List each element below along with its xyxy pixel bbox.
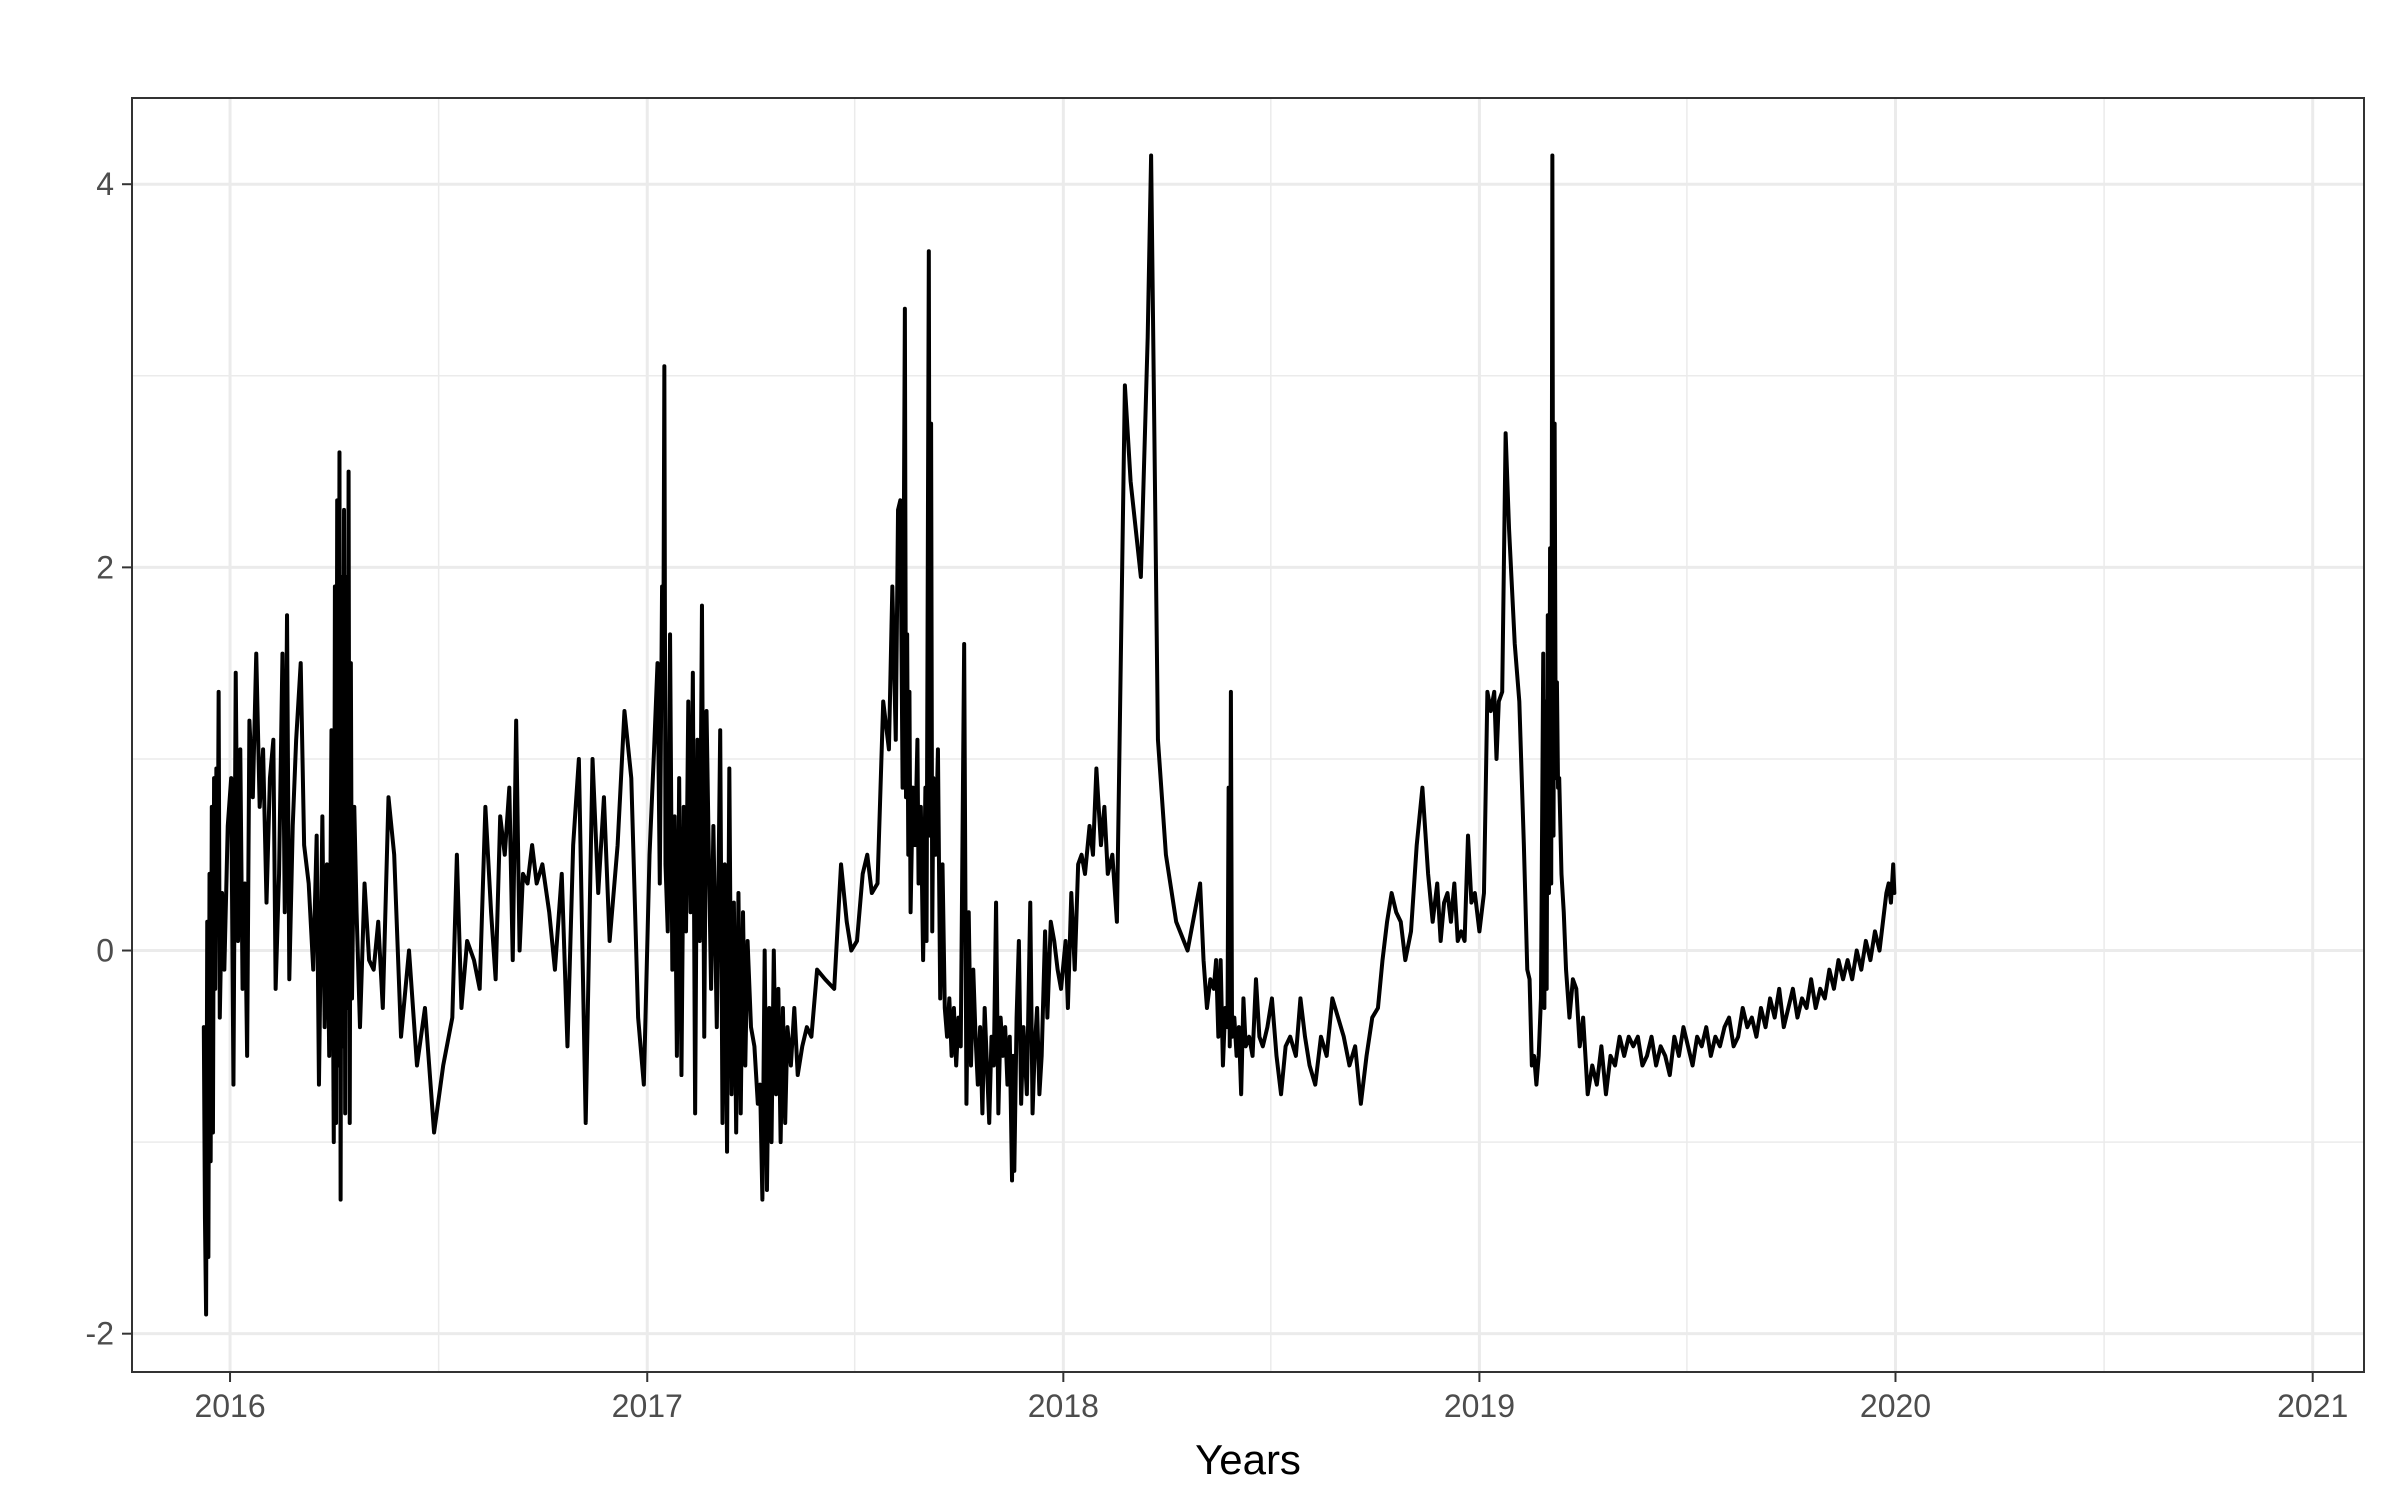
x-axis: 2016 2017 2018 2019 2020 2021 xyxy=(194,1372,2348,1424)
x-tick-label: 2019 xyxy=(1444,1388,1515,1424)
plot-panel-border xyxy=(131,97,2365,1373)
x-tick-label: 2021 xyxy=(2277,1388,2348,1424)
y-tick-label: 4 xyxy=(96,166,114,202)
minor-gridlines xyxy=(132,98,2364,1372)
y-tick-label: 2 xyxy=(96,549,114,585)
x-axis-title: Years xyxy=(1195,1436,1301,1483)
series-line xyxy=(201,153,1897,1317)
y-tick-label: -2 xyxy=(86,1316,114,1352)
major-gridlines xyxy=(132,98,2364,1372)
y-tick-label: 0 xyxy=(96,933,114,969)
x-tick-label: 2018 xyxy=(1028,1388,1099,1424)
x-tick-label: 2016 xyxy=(194,1388,265,1424)
x-tick-label: 2020 xyxy=(1860,1388,1931,1424)
x-tick-label: 2017 xyxy=(612,1388,683,1424)
y-axis: -2 0 2 4 xyxy=(86,166,132,1352)
